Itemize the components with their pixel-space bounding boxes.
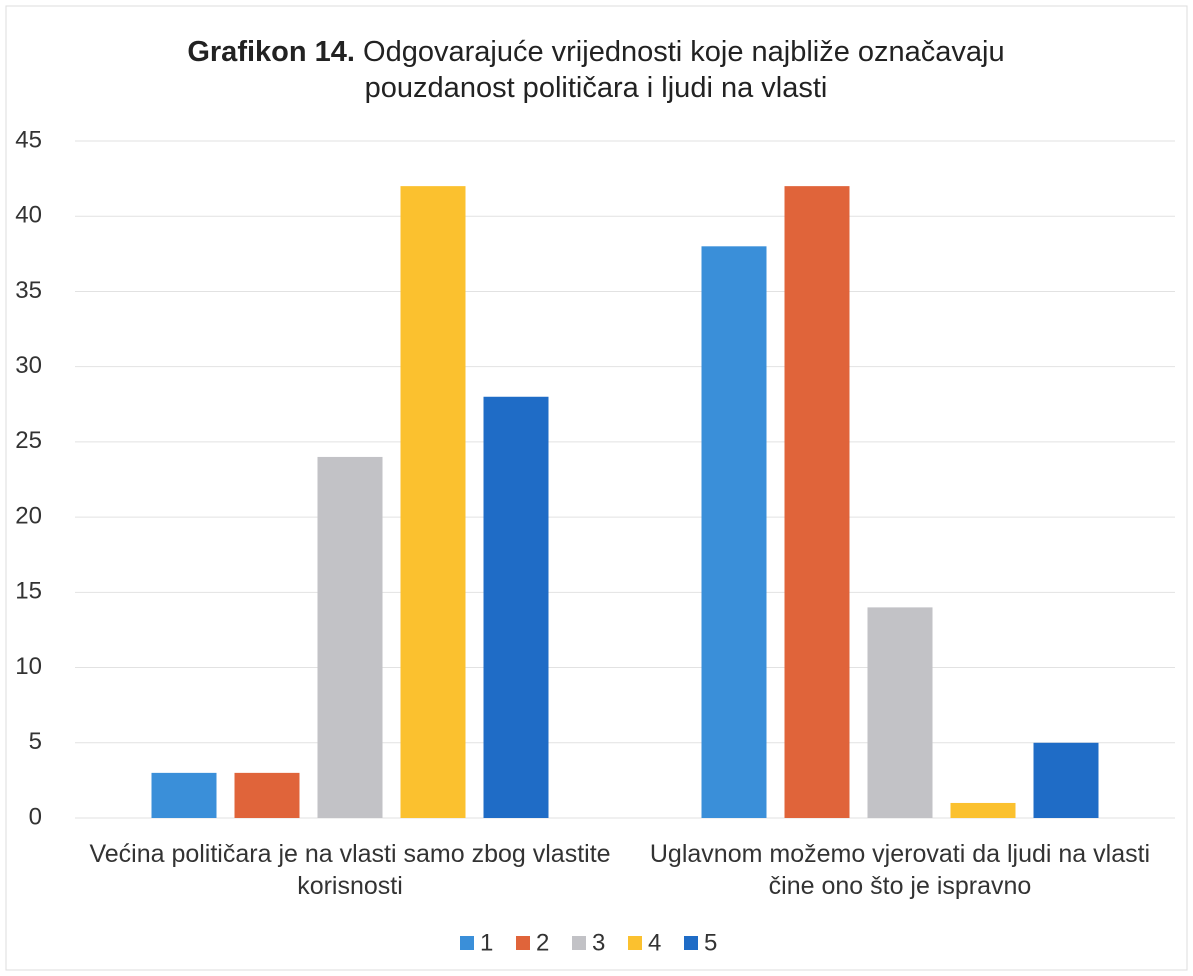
- y-tick-label: 30: [15, 352, 42, 379]
- title-label: Grafikon 14.: [187, 36, 355, 68]
- y-tick-label: 5: [29, 728, 42, 755]
- bar: [867, 607, 933, 818]
- legend-label: 5: [704, 929, 717, 956]
- chart-title: Grafikon 14. Odgovarajuće vrijednosti ko…: [146, 34, 1046, 106]
- y-tick-label: 45: [15, 126, 42, 153]
- legend-swatch: [572, 936, 586, 950]
- bar: [950, 802, 1016, 818]
- bar: [400, 186, 466, 819]
- title-text: Odgovarajuće vrijednosti koje najbliže o…: [363, 36, 1005, 104]
- bar: [784, 186, 850, 819]
- bar: [483, 396, 549, 818]
- legend-swatch: [628, 936, 642, 950]
- bar: [151, 772, 217, 818]
- legend-label: 2: [536, 929, 549, 956]
- bar: [234, 772, 300, 818]
- bar: [317, 456, 383, 818]
- bar: [701, 246, 767, 819]
- legend-label: 1: [480, 929, 493, 956]
- legend-label: 3: [592, 929, 605, 956]
- y-tick-label: 35: [15, 277, 42, 304]
- x-tick-label: Uglavnom možemo vjerovati da ljudi na vl…: [649, 840, 1151, 900]
- legend-label: 4: [648, 929, 661, 956]
- legend-swatch: [460, 936, 474, 950]
- bar: [1033, 742, 1099, 818]
- y-tick-label: 15: [15, 578, 42, 605]
- legend-swatch: [684, 936, 698, 950]
- y-tick-label: 25: [15, 427, 42, 454]
- y-tick-label: 20: [15, 502, 42, 529]
- legend-swatch: [516, 936, 530, 950]
- frame: [5, 5, 1188, 971]
- x-tick-label: Većina političara je na vlasti samo zbog…: [89, 840, 611, 900]
- y-tick-label: 10: [15, 653, 42, 680]
- y-tick-label: 40: [15, 202, 42, 229]
- y-tick-label: 0: [29, 803, 42, 830]
